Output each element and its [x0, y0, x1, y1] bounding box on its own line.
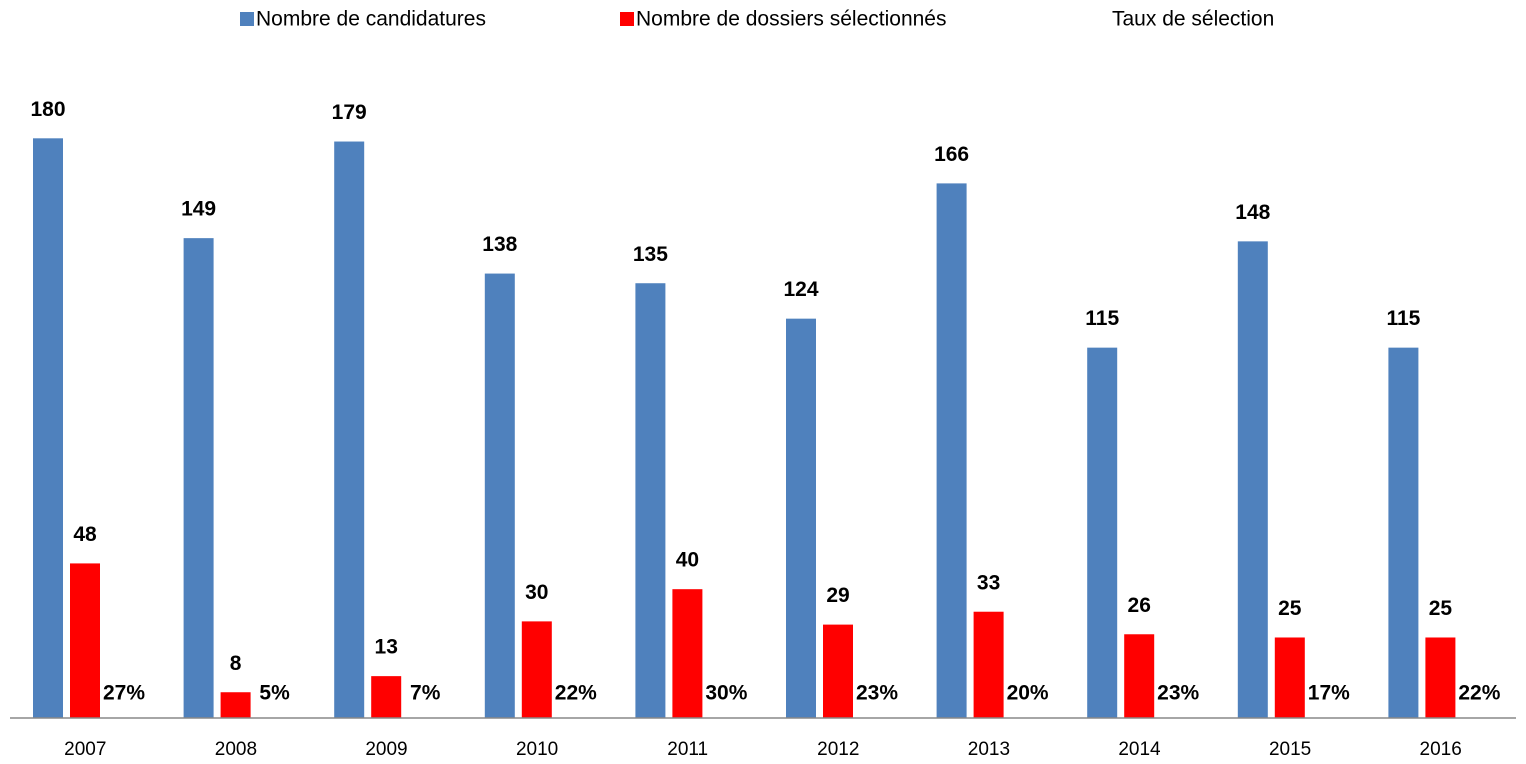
data-label: 148	[1235, 201, 1270, 224]
x-tick-label: 2016	[1420, 739, 1462, 760]
bar	[220, 692, 251, 718]
data-label: 29	[826, 584, 849, 607]
bar	[107, 631, 137, 718]
data-label: 22%	[555, 682, 597, 705]
bar	[183, 238, 214, 718]
data-label: 30	[525, 581, 548, 604]
legend-swatch	[620, 12, 634, 26]
x-tick-label: 2008	[215, 739, 257, 760]
bar	[1087, 347, 1118, 718]
data-label: 149	[181, 198, 216, 221]
data-label: 115	[1386, 307, 1420, 330]
data-label: 48	[73, 523, 97, 546]
x-tick-label: 2012	[817, 739, 859, 760]
data-label: 180	[30, 98, 65, 121]
x-tick-label: 2011	[667, 739, 708, 760]
data-label: 33	[977, 571, 1000, 594]
bar	[1425, 637, 1456, 718]
bar	[371, 676, 402, 718]
data-label: 27%	[103, 682, 145, 705]
bar	[521, 621, 552, 718]
data-label: 40	[676, 549, 699, 572]
bar	[1274, 637, 1305, 718]
data-label: 179	[332, 101, 367, 124]
data-label: 138	[482, 233, 517, 256]
data-label: 30%	[705, 682, 747, 705]
bar	[1388, 347, 1419, 718]
data-label: 5%	[259, 682, 290, 705]
data-label: 23%	[1157, 682, 1199, 705]
data-label: 115	[1085, 307, 1119, 330]
bar	[672, 589, 703, 718]
x-tick-label: 2010	[516, 739, 558, 760]
x-tick-label: 2015	[1269, 739, 1311, 760]
data-label: 22%	[1458, 682, 1500, 705]
data-label: 25	[1278, 597, 1302, 620]
x-tick-label: 2013	[968, 739, 1010, 760]
data-label: 13	[375, 636, 398, 659]
data-label: 8	[230, 652, 242, 675]
data-label: 166	[934, 143, 969, 166]
bar	[635, 283, 666, 718]
data-label: 26	[1128, 594, 1151, 617]
legend-label: Nombre de dossiers sélectionnés	[636, 8, 947, 31]
data-label: 7%	[410, 682, 441, 705]
bar	[973, 611, 1004, 718]
legend-label: Nombre de candidatures	[256, 8, 486, 31]
x-tick-label: 2009	[365, 739, 407, 760]
bar	[334, 141, 365, 718]
legend-swatch	[1096, 12, 1110, 26]
legend-swatch	[240, 12, 254, 26]
x-tick-label: 2007	[64, 739, 106, 760]
bar	[70, 563, 100, 718]
legend-label: Taux de sélection	[1112, 8, 1274, 31]
data-label: 135	[633, 243, 668, 266]
bar	[1237, 241, 1268, 718]
x-tick-label: 2014	[1118, 739, 1161, 760]
data-label: 23%	[856, 682, 898, 705]
bar	[936, 183, 967, 718]
bar	[33, 138, 63, 719]
bar	[484, 273, 515, 718]
data-label: 20%	[1007, 682, 1049, 705]
data-label: 17%	[1308, 682, 1350, 705]
bar	[1124, 634, 1155, 718]
bar	[823, 624, 853, 718]
data-label: 25	[1429, 597, 1453, 620]
bar	[786, 318, 816, 718]
data-label: 124	[783, 278, 818, 301]
